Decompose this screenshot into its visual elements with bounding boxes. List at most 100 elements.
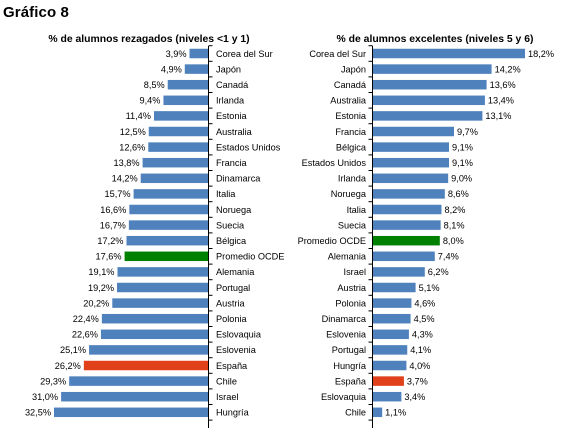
right-bar-japon [373, 64, 492, 74]
right-bar-estonia [373, 111, 483, 121]
left-category-label-suecia: Suecia [216, 220, 245, 230]
left-value-label-eslovaquia: 22,6% [72, 330, 98, 340]
left-value-label-estonia: 11,4% [126, 111, 151, 121]
right-value-label-italia: 8,2% [444, 205, 465, 215]
right-chart-title: % de alumnos excelentes (niveles 5 y 6) [336, 34, 534, 45]
right-bar-chart: 18,2% Corea del Sur 14,2% Japón 13,6% Canadá 1… [298, 45, 554, 428]
left-category-label-estonia: Estonia [216, 111, 248, 121]
left-value-label-japon: 4,9% [161, 64, 182, 74]
right-category-label-hungria: Hungría [333, 361, 367, 371]
left-value-label-chile: 29,3% [40, 376, 66, 386]
right-category-label-espana: España [335, 376, 367, 386]
right-bar-suecia [373, 220, 441, 230]
left-chart-title: % de alumnos rezagados (niveles <1 y 1) [48, 34, 250, 45]
left-value-label-dinamarca: 14,2% [112, 174, 138, 184]
left-category-label-alemania: Alemania [216, 267, 255, 277]
right-bar-corea-del-sur [373, 48, 525, 59]
left-bar-espana [83, 360, 208, 371]
left-bar-promedio-ocde [124, 251, 208, 262]
right-category-label-estados-unidos: Estados Unidos [302, 158, 367, 168]
right-category-label-corea-del-sur: Corea del Sur [309, 49, 366, 59]
left-bar-dinamarca [140, 173, 208, 184]
right-value-label-francia: 9,7% [457, 127, 478, 137]
left-bar-israel [61, 391, 208, 402]
left-value-label-canada: 8,5% [144, 80, 165, 90]
right-bar-espana [373, 376, 404, 386]
left-value-label-francia: 13,8% [114, 158, 140, 168]
left-value-label-noruega: 16,6% [100, 205, 126, 215]
right-category-label-austria: Austria [337, 283, 366, 293]
right-value-label-chile: 1,1% [385, 408, 406, 418]
right-bar-eslovenia [373, 329, 409, 340]
right-category-label-portugal: Portugal [332, 345, 366, 355]
right-bar-hungria [373, 360, 407, 371]
right-value-label-australia: 13,4% [488, 96, 514, 106]
right-category-label-australia: Australia [330, 96, 367, 106]
left-bar-polonia [101, 313, 208, 324]
right-category-label-alemania: Alemania [328, 252, 367, 262]
left-bar-suecia [128, 220, 208, 230]
left-bar-italia [133, 189, 208, 199]
left-value-label-estados-unidos: 12,6% [119, 142, 145, 152]
right-bar-dinamarca [373, 313, 411, 324]
left-bar-canada [167, 79, 208, 90]
right-category-label-canada: Canadá [334, 80, 367, 90]
right-category-label-dinamarca: Dinamarca [322, 314, 367, 324]
left-category-label-austria: Austria [216, 298, 245, 308]
right-value-label-japon: 14,2% [495, 64, 521, 74]
right-value-label-estados-unidos: 9,1% [452, 158, 473, 168]
left-category-label-japon: Japón [216, 64, 241, 74]
left-value-label-polonia: 22,4% [73, 314, 99, 324]
left-category-label-eslovenia: Eslovenia [216, 345, 257, 355]
left-value-label-portugal: 19,2% [88, 283, 114, 293]
left-bar-australia [148, 126, 208, 137]
left-category-label-dinamarca: Dinamarca [216, 174, 261, 184]
left-value-label-israel: 31,0% [32, 392, 58, 402]
left-value-label-hungria: 32,5% [25, 408, 51, 418]
right-value-label-corea-del-sur: 18,2% [528, 49, 554, 59]
left-category-label-noruega: Noruega [216, 205, 252, 215]
right-value-label-dinamarca: 4,5% [414, 314, 435, 324]
left-bar-hungria [54, 407, 208, 418]
right-category-label-noruega: Noruega [331, 189, 367, 199]
right-category-label-irlanda: Irlanda [338, 174, 367, 184]
right-value-label-eslovenia: 4,3% [412, 330, 433, 340]
left-category-label-canada: Canadá [216, 80, 249, 90]
left-bar-chart: 3,9% Corea del Sur 4,9% Japón 8,5% Canadá 9,4%… [25, 45, 284, 428]
left-bar-estonia [153, 111, 208, 121]
right-category-label-francia: Francia [335, 127, 367, 137]
left-value-label-espana: 26,2% [55, 361, 81, 371]
left-bar-eslovaquia [100, 329, 208, 340]
right-value-label-israel: 6,2% [428, 267, 449, 277]
right-value-label-promedio-ocde: 8,0% [443, 236, 464, 246]
right-value-label-canada: 13,6% [490, 80, 516, 90]
left-category-label-italia: Italia [216, 189, 236, 199]
right-value-label-austria: 5,1% [419, 283, 440, 293]
left-category-label-corea-del-sur: Corea del Sur [216, 49, 273, 59]
left-value-label-alemania: 19,1% [88, 267, 114, 277]
left-bar-irlanda [163, 95, 208, 106]
right-bar-canada [373, 79, 487, 90]
right-value-label-estonia: 13,1% [485, 111, 511, 121]
left-value-label-italia: 15,7% [105, 189, 131, 199]
right-bar-israel [373, 267, 425, 277]
left-bar-chile [69, 376, 208, 386]
left-category-label-chile: Chile [216, 376, 237, 386]
left-value-label-corea-del-sur: 3,9% [166, 49, 187, 59]
right-category-label-estonia: Estonia [335, 111, 367, 121]
right-value-label-polonia: 4,6% [414, 298, 435, 308]
right-bar-noruega [373, 189, 445, 199]
left-category-label-estados-unidos: Estados Unidos [216, 142, 281, 152]
left-bar-japon [184, 64, 208, 74]
right-category-label-suecia: Suecia [338, 220, 367, 230]
left-value-label-austria: 20,2% [83, 298, 109, 308]
right-category-label-eslovenia: Eslovenia [326, 330, 367, 340]
left-category-label-espana: España [216, 361, 248, 371]
left-value-label-eslovenia: 25,1% [60, 345, 86, 355]
left-category-label-israel: Israel [216, 392, 238, 402]
left-bar-eslovenia [89, 345, 208, 355]
right-category-label-eslovaquia: Eslovaquia [321, 392, 367, 402]
left-value-label-promedio-ocde: 17,6% [96, 252, 122, 262]
right-bar-italia [373, 204, 442, 215]
